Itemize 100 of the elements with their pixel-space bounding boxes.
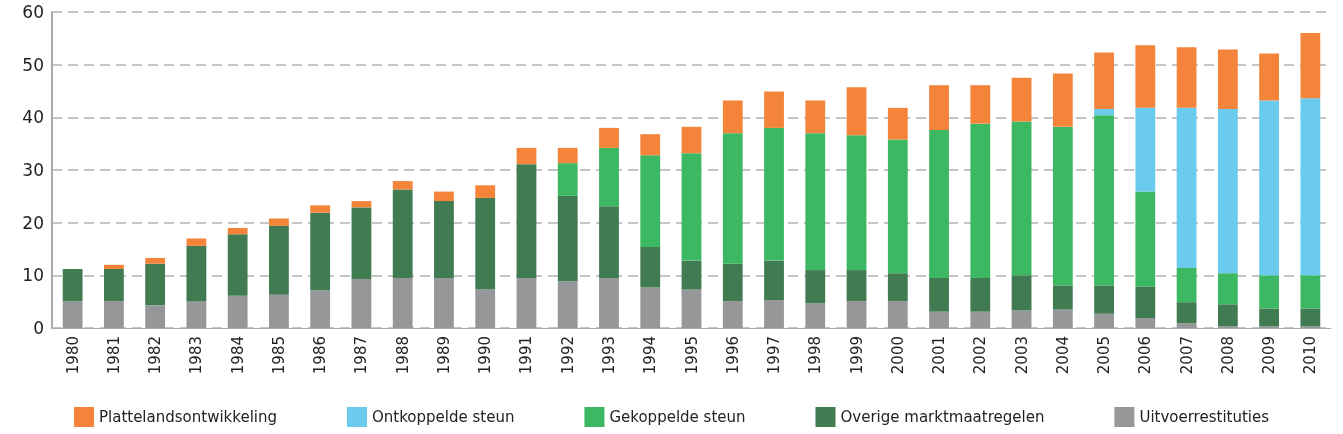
bar <box>970 311 991 328</box>
bar <box>1135 317 1156 328</box>
y-tick-label: 20 <box>22 212 44 233</box>
bar <box>640 134 661 156</box>
bar <box>1300 275 1321 309</box>
bar <box>764 300 784 328</box>
bar <box>434 201 454 278</box>
bar <box>805 270 826 304</box>
bar <box>681 153 702 261</box>
bar <box>681 126 702 154</box>
bar <box>929 311 949 328</box>
bar <box>681 289 702 328</box>
bar <box>1052 126 1073 286</box>
legend-label: Plattelandsontwikkeling <box>98 408 278 426</box>
bar <box>516 147 537 165</box>
bar <box>1176 47 1197 108</box>
bar <box>640 246 661 288</box>
bar <box>351 279 372 328</box>
x-tick-label: 1996 <box>723 336 742 375</box>
bar <box>640 155 661 247</box>
y-tick-label: 10 <box>22 265 44 286</box>
bar <box>186 301 207 328</box>
bar <box>1094 115 1114 286</box>
y-tick-label: 0 <box>33 318 44 338</box>
bar <box>599 277 619 328</box>
bar <box>62 269 83 302</box>
bar <box>1094 285 1114 314</box>
bar <box>557 281 578 328</box>
bar <box>1217 304 1238 327</box>
bar <box>557 195 578 282</box>
bar <box>1135 45 1156 108</box>
x-tick-label: 1981 <box>104 336 123 375</box>
bar <box>1259 275 1280 309</box>
bar <box>516 164 537 278</box>
x-tick-label: 1988 <box>393 336 412 375</box>
bar <box>1135 286 1156 318</box>
bar <box>557 163 578 196</box>
bar <box>145 305 166 328</box>
x-tick-label: 1998 <box>806 336 825 375</box>
x-tick-label: 2009 <box>1260 336 1279 375</box>
x-tick-label: 2010 <box>1301 336 1320 375</box>
x-tick-label: 1993 <box>599 336 618 375</box>
bar <box>1217 49 1238 109</box>
bar <box>970 123 991 278</box>
bar <box>764 127 784 261</box>
x-tick-label: 1987 <box>352 336 371 375</box>
x-tick-label: 1983 <box>187 336 206 375</box>
bar <box>1094 52 1114 109</box>
x-tick-label: 1982 <box>146 336 165 375</box>
bar <box>186 245 207 302</box>
bar <box>887 273 908 302</box>
x-tick-label: 2001 <box>930 336 949 375</box>
bar <box>351 207 372 280</box>
bar <box>846 87 867 136</box>
legend-label: Uitvoerrestituties <box>1139 408 1270 426</box>
bar <box>887 301 908 328</box>
bar <box>846 135 867 271</box>
bar <box>722 133 743 264</box>
bar <box>227 234 248 296</box>
x-tick-label: 2003 <box>1012 336 1031 375</box>
bar <box>62 301 83 328</box>
x-tick-label: 1994 <box>641 336 660 375</box>
bar <box>1011 310 1032 328</box>
bar <box>1300 308 1321 327</box>
x-tick-label: 2006 <box>1136 336 1155 375</box>
bar <box>929 277 949 312</box>
bar <box>846 301 867 328</box>
x-tick-label: 1985 <box>269 336 288 375</box>
bar <box>434 191 454 202</box>
bar <box>846 270 867 302</box>
bar <box>722 301 743 328</box>
bar <box>722 100 743 134</box>
bar <box>599 147 619 207</box>
bar <box>103 269 124 302</box>
bar <box>310 290 331 328</box>
bar <box>1052 309 1073 328</box>
bar <box>1259 100 1280 276</box>
bar <box>929 85 949 130</box>
bar <box>1094 313 1114 328</box>
bar <box>722 263 743 302</box>
bar <box>392 189 413 278</box>
bar <box>1176 302 1197 324</box>
bar <box>764 91 784 128</box>
bar <box>1011 275 1032 311</box>
bar <box>599 206 619 278</box>
y-tick-label: 40 <box>22 107 44 128</box>
bar <box>227 227 248 235</box>
bar <box>1176 323 1197 328</box>
bar <box>1217 273 1238 305</box>
bar <box>103 301 124 328</box>
bar <box>1135 191 1156 287</box>
bar <box>145 257 166 264</box>
bar <box>1176 107 1197 268</box>
y-tick-label: 60 <box>22 2 44 22</box>
bar <box>887 139 908 274</box>
x-tick-label: 1980 <box>63 336 82 375</box>
x-tick-label: 2005 <box>1095 336 1114 375</box>
bar <box>269 218 289 226</box>
bar <box>1300 33 1321 99</box>
y-tick-label: 50 <box>22 54 44 75</box>
